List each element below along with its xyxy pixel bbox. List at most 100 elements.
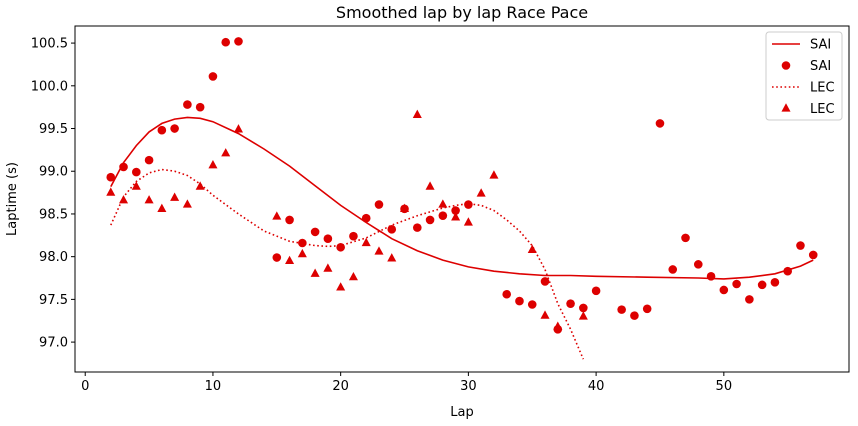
data-point-sai: [668, 265, 678, 274]
data-point-lec: [476, 188, 486, 197]
data-point-lec: [310, 268, 320, 277]
legend-label: SAI: [810, 59, 831, 74]
y-axis-label: Laptime (s): [5, 162, 20, 236]
data-point-sai: [323, 234, 333, 244]
data-point-lec: [182, 199, 192, 208]
data-point-sai: [310, 227, 320, 237]
data-point-sai: [706, 272, 716, 281]
data-point-sai: [515, 296, 524, 306]
data-point-sai: [412, 223, 422, 232]
data-point-sai: [617, 305, 626, 314]
series-line-sai-solid: [110, 116, 814, 280]
data-point-lec: [119, 195, 129, 204]
x-tick-label: 20: [332, 379, 349, 394]
data-point-sai: [425, 215, 435, 225]
x-tick-label: 50: [716, 379, 733, 394]
data-point-lec: [361, 237, 371, 247]
data-point-lec: [540, 310, 550, 319]
chart-title: Smoothed lap by lap Race Pace: [336, 3, 588, 22]
data-point-sai: [106, 172, 116, 182]
y-tick-label: 99.0: [39, 165, 68, 180]
data-point-lec: [221, 148, 231, 157]
plot-area: [106, 37, 818, 360]
data-point-sai: [132, 167, 141, 177]
data-point-sai: [642, 304, 652, 314]
data-point-sai: [502, 289, 512, 299]
data-point-lec: [412, 109, 422, 118]
data-point-lec: [131, 181, 141, 190]
legend: SAI SAI LEC LEC: [765, 31, 843, 121]
data-point-sai: [745, 295, 754, 304]
legend-label: LEC: [810, 81, 835, 96]
y-tick-label: 98.5: [39, 207, 68, 222]
data-point-sai: [655, 119, 665, 128]
data-point-sai: [208, 72, 218, 81]
data-point-sai: [298, 238, 307, 248]
y-tick-label: 100.5: [31, 37, 68, 52]
data-point-lec: [157, 203, 167, 212]
data-point-sai: [170, 124, 179, 133]
data-point-lec: [400, 203, 410, 212]
plot-frame: [74, 25, 850, 373]
data-point-sai: [361, 213, 371, 223]
data-point-sai: [693, 260, 703, 269]
y-tick-label: 100.0: [31, 79, 68, 94]
data-point-sai: [540, 277, 550, 286]
data-point-lec: [336, 282, 346, 291]
data-point-sai: [566, 299, 575, 308]
data-point-sai: [591, 286, 601, 296]
data-point-sai: [770, 277, 780, 287]
data-point-sai: [183, 100, 192, 109]
y-tick-label: 97.0: [39, 336, 68, 351]
data-point-lec: [233, 124, 244, 133]
series-line-lec-dotted: [110, 168, 585, 360]
data-point-lec: [285, 255, 295, 265]
data-point-sai: [349, 231, 358, 241]
data-point-sai: [719, 285, 729, 295]
data-point-sai: [234, 37, 243, 46]
legend-handle-triangle: [781, 103, 791, 112]
data-point-lec: [272, 211, 282, 220]
x-tick-label: 30: [460, 379, 477, 394]
data-point-lec: [195, 181, 205, 190]
data-point-lec: [387, 253, 397, 262]
x-axis-label: Lap: [450, 405, 473, 420]
data-point-sai: [796, 241, 805, 250]
data-point-sai: [157, 125, 167, 135]
data-point-sai: [808, 250, 818, 260]
data-point-sai: [464, 200, 473, 209]
data-point-sai: [438, 211, 448, 220]
data-point-sai: [285, 215, 294, 225]
data-point-sai: [681, 233, 690, 243]
y-tick-label: 98.0: [39, 250, 68, 265]
data-point-sai: [783, 266, 792, 276]
data-point-sai: [221, 37, 231, 47]
data-point-sai: [272, 253, 282, 262]
x-tick-label: 10: [205, 379, 222, 394]
x-tick-label: 40: [588, 379, 605, 394]
data-point-lec: [297, 248, 307, 258]
data-point-lec: [489, 170, 499, 179]
legend-label: LEC: [810, 102, 835, 117]
data-point-lec: [425, 181, 435, 190]
legend-label: SAI: [810, 38, 831, 53]
data-point-sai: [630, 311, 639, 320]
data-point-lec: [348, 271, 358, 281]
data-point-sai: [119, 162, 128, 172]
data-point-sai: [757, 280, 767, 290]
y-axis: 97.0 97.5 98.0 98.5 99.0 99.5 100.0 100.5: [31, 37, 75, 351]
data-point-lec: [451, 212, 461, 221]
data-point-lec: [463, 217, 473, 226]
data-point-sai: [195, 102, 205, 112]
x-axis: 0 10 20 30 40 50: [81, 372, 732, 394]
data-point-lec: [438, 199, 448, 208]
x-tick-label: 0: [81, 379, 89, 394]
y-tick-label: 97.5: [39, 293, 68, 308]
data-point-lec: [208, 160, 218, 169]
data-point-lec: [323, 263, 333, 272]
data-point-lec: [374, 246, 384, 255]
data-point-sai: [527, 300, 537, 309]
data-point-sai: [732, 279, 741, 289]
data-point-sai: [374, 200, 384, 209]
